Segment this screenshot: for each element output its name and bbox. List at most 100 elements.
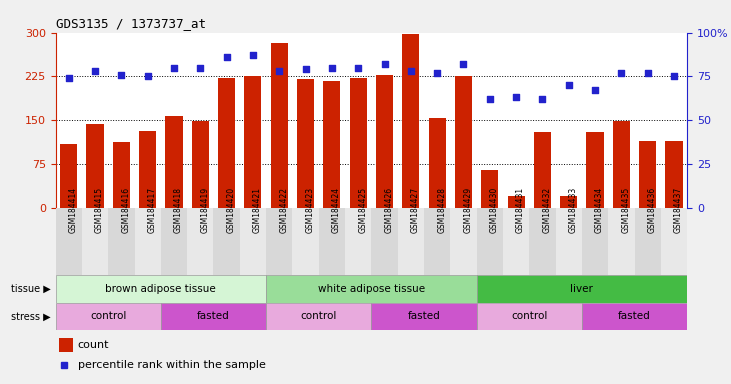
Bar: [135, 208, 161, 275]
Text: fasted: fasted: [408, 311, 440, 321]
Bar: [218, 78, 235, 208]
Point: [352, 65, 364, 71]
Bar: [161, 208, 187, 275]
Text: white adipose tissue: white adipose tissue: [318, 284, 425, 294]
Point: [273, 68, 285, 74]
Bar: [240, 208, 266, 275]
Bar: [139, 131, 156, 208]
Text: GSM184417: GSM184417: [148, 187, 156, 233]
Bar: [477, 303, 582, 330]
Point: [431, 70, 443, 76]
Bar: [371, 303, 477, 330]
Bar: [266, 275, 477, 303]
Point: [589, 87, 601, 93]
Bar: [556, 208, 582, 275]
Text: GSM184425: GSM184425: [358, 187, 367, 233]
Bar: [56, 208, 82, 275]
Text: GSM184431: GSM184431: [516, 187, 525, 233]
Text: GSM184420: GSM184420: [227, 187, 235, 233]
Text: GSM184426: GSM184426: [385, 187, 393, 233]
Point: [247, 52, 259, 58]
Bar: [635, 208, 661, 275]
Bar: [586, 132, 604, 208]
Bar: [244, 76, 262, 208]
Text: GSM184436: GSM184436: [648, 187, 656, 233]
Text: GSM184422: GSM184422: [279, 187, 288, 233]
Text: liver: liver: [570, 284, 594, 294]
Bar: [108, 208, 135, 275]
Bar: [639, 141, 656, 208]
Bar: [582, 303, 687, 330]
Point: [326, 65, 338, 71]
Bar: [503, 208, 529, 275]
Text: GDS3135 / 1373737_at: GDS3135 / 1373737_at: [56, 17, 205, 30]
Text: GSM184434: GSM184434: [595, 187, 604, 233]
Bar: [661, 208, 687, 275]
Text: GSM184416: GSM184416: [121, 187, 130, 233]
Point: [142, 73, 154, 79]
Point: [63, 75, 75, 81]
Text: brown adipose tissue: brown adipose tissue: [105, 284, 216, 294]
Bar: [349, 78, 367, 208]
Text: GSM184423: GSM184423: [306, 187, 314, 233]
Bar: [428, 118, 446, 208]
Point: [642, 70, 654, 76]
Bar: [187, 208, 213, 275]
Text: GSM184424: GSM184424: [332, 187, 341, 233]
Bar: [192, 121, 209, 208]
Text: control: control: [511, 311, 548, 321]
Text: GSM184428: GSM184428: [437, 187, 446, 233]
Text: control: control: [90, 311, 126, 321]
Bar: [56, 275, 266, 303]
Bar: [345, 208, 371, 275]
Bar: [266, 303, 371, 330]
Bar: [165, 116, 183, 208]
Bar: [292, 208, 319, 275]
Point: [484, 96, 496, 102]
Bar: [60, 144, 77, 208]
Bar: [481, 170, 499, 208]
Bar: [665, 141, 683, 208]
Point: [115, 71, 127, 78]
Point: [194, 65, 206, 71]
Bar: [161, 303, 266, 330]
Bar: [613, 121, 630, 208]
Text: GSM184419: GSM184419: [200, 187, 209, 233]
Text: GSM184415: GSM184415: [95, 187, 104, 233]
Point: [668, 73, 680, 79]
Text: GSM184437: GSM184437: [674, 187, 683, 233]
Text: stress ▶: stress ▶: [11, 311, 51, 321]
Text: tissue ▶: tissue ▶: [11, 284, 51, 294]
Bar: [86, 124, 104, 208]
Bar: [402, 35, 420, 208]
Bar: [371, 208, 398, 275]
Text: GSM184414: GSM184414: [69, 187, 77, 233]
Text: GSM184433: GSM184433: [569, 187, 577, 233]
Point: [616, 70, 627, 76]
Bar: [582, 208, 608, 275]
Text: control: control: [300, 311, 337, 321]
Text: GSM184427: GSM184427: [411, 187, 420, 233]
Bar: [266, 208, 292, 275]
Bar: [477, 208, 503, 275]
Bar: [82, 208, 108, 275]
Bar: [450, 208, 477, 275]
Bar: [56, 303, 161, 330]
Point: [300, 66, 311, 73]
Bar: [560, 196, 577, 208]
Point: [221, 54, 232, 60]
Bar: [270, 43, 288, 208]
Bar: [323, 81, 341, 208]
Bar: [608, 208, 635, 275]
Text: GSM184432: GSM184432: [542, 187, 551, 233]
Point: [510, 94, 522, 101]
Bar: [58, 338, 72, 352]
Point: [537, 96, 548, 102]
Bar: [424, 208, 450, 275]
Text: count: count: [77, 339, 109, 349]
Point: [458, 61, 469, 67]
Point: [89, 68, 101, 74]
Point: [405, 68, 417, 74]
Bar: [297, 79, 314, 208]
Text: GSM184430: GSM184430: [490, 187, 499, 233]
